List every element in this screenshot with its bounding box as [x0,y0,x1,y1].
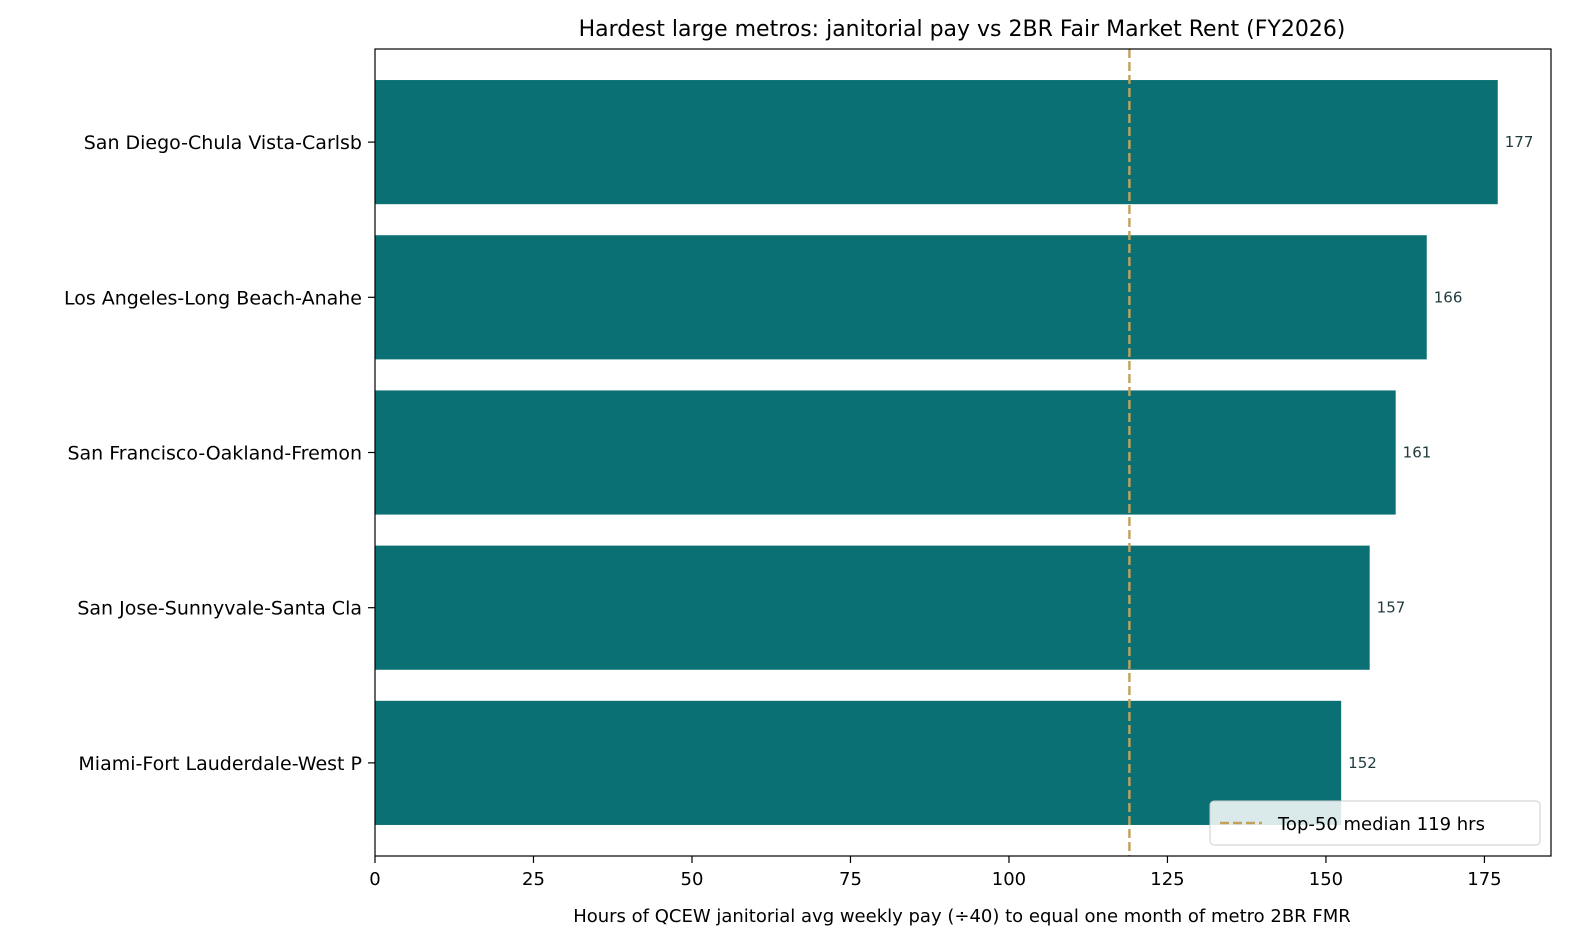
data-label-2: 161 [1403,444,1432,462]
x-axis-label: Hours of QCEW janitorial avg weekly pay … [573,906,1351,927]
x-tick-label-4: 100 [992,869,1026,890]
x-tick-label-0: 0 [369,869,380,890]
legend-label: Top-50 median 119 hrs [1277,814,1485,835]
legend-box [1209,800,1541,846]
x-tick-label-6: 150 [1309,869,1343,890]
x-tick-label-2: 50 [681,869,704,890]
x-tick-label-5: 125 [1150,869,1184,890]
x-tick-label-1: 25 [522,869,545,890]
y-tick-label-3: San Jose-Sunnyvale-Santa Cla [77,598,362,620]
legend: Top-50 median 119 hrs [1209,800,1541,846]
bar-3 [375,545,1370,670]
y-tick-label-2: San Francisco-Oakland-Fremon [67,443,362,465]
bar-1 [375,235,1427,360]
axes-layer: San Diego-Chula Vista-Carlsb Los Angeles-… [64,48,1552,890]
y-tick-label-0: San Diego-Chula Vista-Carlsb [84,132,362,154]
data-label-3: 157 [1377,599,1406,617]
bars-layer: 177 166 161 157 152 [375,80,1533,825]
x-tick-label-7: 175 [1467,869,1501,890]
x-tick-label-3: 75 [839,869,862,890]
bar-0 [375,80,1498,205]
chart-title: Hardest large metros: janitorial pay vs … [579,17,1346,42]
y-tick-label-4: Miami-Fort Lauderdale-West P [78,753,362,775]
y-tick-label-1: Los Angeles-Long Beach-Anahe [64,287,362,309]
data-label-1: 166 [1434,288,1463,306]
data-label-4: 152 [1348,754,1377,772]
data-label-0: 177 [1505,133,1534,151]
bar-4 [375,700,1342,825]
bar-2 [375,390,1396,515]
plot-frame [374,48,1552,857]
